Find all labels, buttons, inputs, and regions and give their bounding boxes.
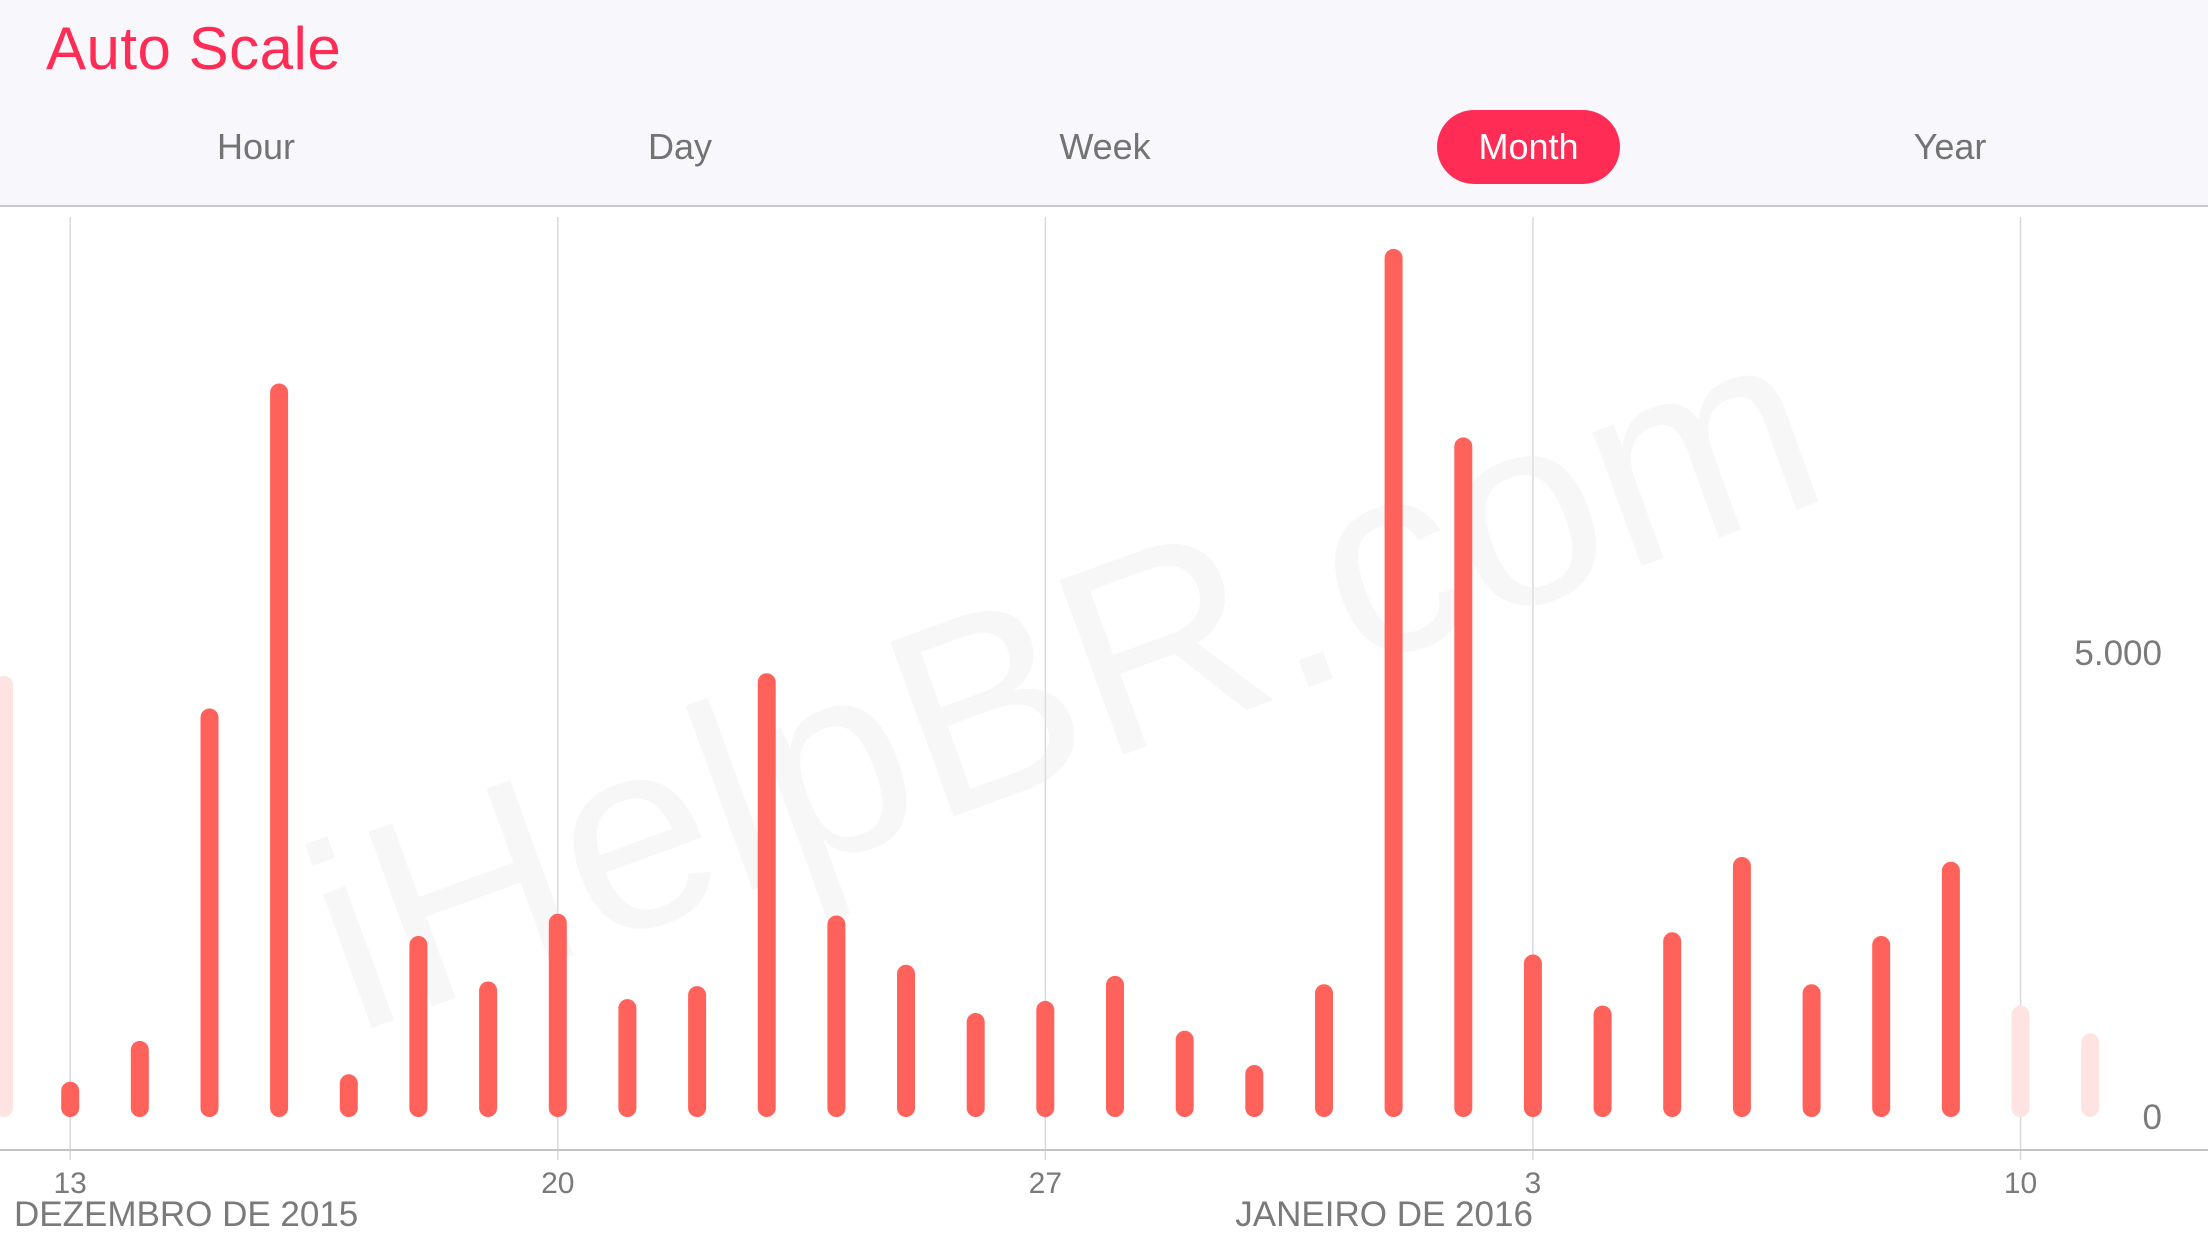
bar-29	[2011, 1005, 2030, 1117]
bar-18	[1245, 1065, 1264, 1117]
bars	[0, 248, 2100, 1117]
auto-scale-button[interactable]: Auto Scale	[46, 15, 342, 82]
tab-hour[interactable]: Hour	[216, 126, 296, 167]
bar-6	[409, 936, 428, 1117]
bar-30	[2081, 1033, 2100, 1117]
bar-11	[757, 673, 776, 1117]
bar-13	[897, 964, 915, 1117]
chart-svg[interactable]: iHelpBR.com 13 20 27 3 10 DEZEMBRO DE 2015 JAN…	[0, 205, 2208, 1242]
bar-24	[1663, 932, 1682, 1117]
tab-week[interactable]: Week	[1059, 126, 1151, 167]
axes: 13 20 27 3 10 DEZEMBRO DE 2015 JANEIRO DE 2016…	[0, 634, 2208, 1234]
x-tick-label: 20	[541, 1167, 574, 1200]
bar-9	[618, 999, 637, 1117]
bar-1	[61, 1081, 80, 1117]
bar-20	[1384, 248, 1403, 1117]
bar-26	[1802, 984, 1821, 1117]
bar-28	[1941, 861, 1960, 1117]
bar-21	[1454, 437, 1473, 1117]
y-tick-label: 5.000	[2074, 634, 2162, 673]
x-tick-label: 3	[1525, 1167, 1542, 1200]
bar-5	[339, 1074, 358, 1117]
tab-day[interactable]: Day	[647, 126, 713, 167]
bar-10	[688, 986, 707, 1117]
month-chart[interactable]: iHelpBR.com 13 20 27 3 10 DEZEMBRO DE 2015 JAN…	[0, 205, 2208, 1242]
bar-4	[270, 383, 289, 1117]
month-label: DEZEMBRO DE 2015	[14, 1195, 358, 1234]
x-tick-label: 13	[53, 1167, 86, 1200]
month-label: JANEIRO DE 2016	[1235, 1195, 1533, 1234]
bar-22	[1523, 954, 1542, 1117]
bar-0	[0, 676, 13, 1117]
x-tick-label: 10	[2004, 1167, 2037, 1200]
tab-year[interactable]: Year	[1913, 126, 1987, 167]
y-tick-label: 0	[2143, 1098, 2162, 1137]
bar-15	[1036, 1000, 1055, 1117]
header-bar: Auto Scale Hour Day Week Month Year	[0, 0, 2208, 207]
bar-3	[200, 708, 219, 1117]
bar-16	[1106, 975, 1124, 1117]
bar-25	[1732, 857, 1751, 1117]
bar-7	[479, 981, 498, 1117]
bar-12	[827, 915, 846, 1117]
bar-14	[966, 1013, 985, 1117]
bar-2	[130, 1040, 149, 1117]
bar-27	[1872, 936, 1891, 1117]
watermark-text: iHelpBR.com	[272, 267, 1856, 1090]
bar-8	[548, 913, 567, 1117]
tab-month[interactable]: Month	[1437, 110, 1620, 184]
bar-23	[1593, 1005, 1612, 1117]
bar-19	[1315, 984, 1333, 1117]
x-tick-label: 27	[1029, 1167, 1062, 1200]
bar-17	[1175, 1030, 1194, 1117]
